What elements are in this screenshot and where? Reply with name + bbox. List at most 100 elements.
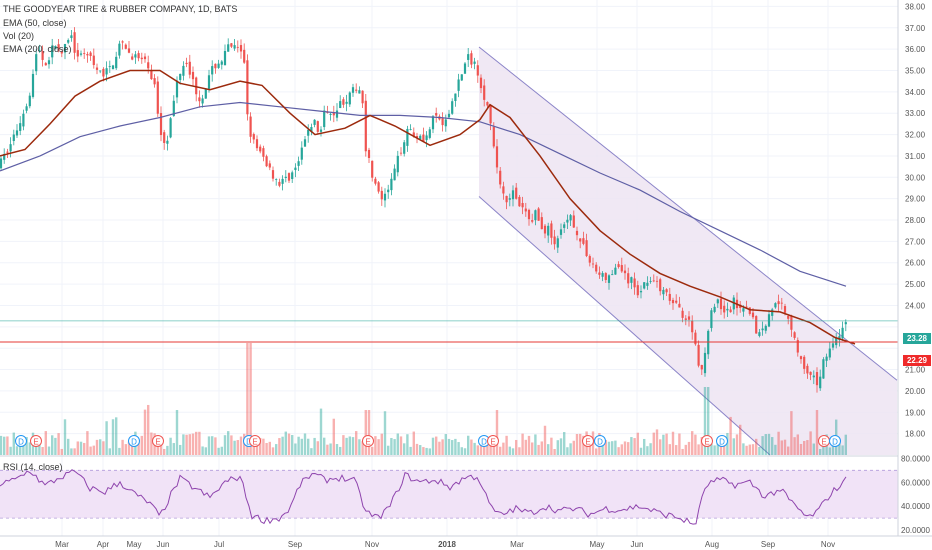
volume-bar xyxy=(73,448,76,455)
candle-body xyxy=(211,66,214,75)
volume-bar xyxy=(489,444,492,455)
volume-bar xyxy=(463,448,467,455)
candle-body xyxy=(758,332,761,336)
candle-body xyxy=(188,61,191,75)
candle-body xyxy=(342,99,345,105)
candle-body xyxy=(665,289,668,293)
chart-title: THE GOODYEAR TIRE & RUBBER COMPANY, 1D, … xyxy=(3,4,238,14)
candle-body xyxy=(515,187,518,199)
volume-bar xyxy=(223,435,227,455)
candle-body xyxy=(227,44,230,52)
volume-bar xyxy=(659,439,662,455)
candle-body xyxy=(31,73,35,97)
volume-bar xyxy=(796,434,799,455)
candle-body xyxy=(659,279,662,292)
legend-rsi[interactable]: RSI (14, close) xyxy=(3,462,63,472)
volume-bar xyxy=(771,437,774,455)
price-tick-label: 25.00 xyxy=(905,280,926,289)
candle-body xyxy=(313,119,316,125)
volume-bar xyxy=(102,441,105,455)
legend-ema50[interactable]: EMA (50, close) xyxy=(3,18,67,28)
volume-bar xyxy=(364,410,367,455)
volume-bar xyxy=(470,439,473,455)
volume-bar xyxy=(483,441,486,455)
rsi-tick-label: 60.0000 xyxy=(901,478,930,487)
candle-body xyxy=(262,148,265,157)
candle-body xyxy=(467,54,470,60)
volume-bar xyxy=(575,433,579,455)
candle-body xyxy=(518,196,521,207)
candle-body xyxy=(28,95,31,107)
candle-body xyxy=(601,273,604,277)
candle-body xyxy=(787,315,790,319)
candle-body xyxy=(156,81,159,114)
legend-ema200[interactable]: EMA (200, close) xyxy=(3,44,72,54)
candle-body xyxy=(630,277,633,283)
candle-body xyxy=(819,376,822,389)
time-tick-label: Mar xyxy=(510,540,524,549)
candle-body xyxy=(73,32,76,53)
volume-bar xyxy=(307,438,310,455)
volume-bar xyxy=(691,431,694,455)
price-tick-label: 27.00 xyxy=(905,237,926,246)
volume-bar xyxy=(355,431,358,455)
volume-bar xyxy=(707,387,710,455)
candle-body xyxy=(287,173,291,181)
volume-bar xyxy=(281,436,284,455)
candle-body xyxy=(607,275,611,283)
volume-bar xyxy=(41,447,44,455)
volume-bar xyxy=(531,442,534,455)
marker-label: D xyxy=(719,438,725,447)
legend-volume[interactable]: Vol (20) xyxy=(3,31,35,41)
volume-bar xyxy=(783,439,787,455)
volume-bar xyxy=(729,416,732,455)
candle-body xyxy=(476,65,479,76)
volume-bar xyxy=(435,436,438,455)
candle-body xyxy=(275,179,278,180)
candle-body xyxy=(115,56,118,69)
volume-bar xyxy=(143,409,147,455)
volume-bar xyxy=(441,439,444,455)
candle-body xyxy=(169,118,172,138)
volume-bar xyxy=(844,434,847,455)
price-tick-label: 29.00 xyxy=(905,195,926,204)
candle-body xyxy=(700,364,703,370)
volume-bar xyxy=(79,441,83,455)
candle-body xyxy=(89,52,92,57)
candle-body xyxy=(454,93,457,101)
candle-body xyxy=(92,55,95,66)
candle-body xyxy=(668,293,671,301)
volume-bar xyxy=(550,437,553,455)
candle-body xyxy=(67,40,70,43)
candle-body xyxy=(319,129,323,132)
volume-bar xyxy=(28,442,31,455)
volume-bar xyxy=(99,439,102,455)
volume-bar xyxy=(822,439,825,455)
time-tick-label: May xyxy=(126,540,141,549)
volume-bar xyxy=(595,448,598,455)
volume-bar xyxy=(335,444,339,455)
marker-label: E xyxy=(490,438,495,447)
volume-bar xyxy=(623,441,627,455)
volume-bar xyxy=(620,444,623,455)
candle-body xyxy=(265,156,268,167)
volume-bar xyxy=(607,441,611,455)
volume-bar xyxy=(799,443,803,455)
candle-body xyxy=(355,89,358,91)
candle-body xyxy=(521,203,524,208)
candle-body xyxy=(195,77,198,95)
volume-bar xyxy=(348,436,351,455)
time-tick-label: Sep xyxy=(288,540,303,549)
volume-bar xyxy=(131,444,134,455)
volume-bar xyxy=(505,435,508,455)
volume-bar xyxy=(627,442,630,455)
rsi-band xyxy=(0,470,898,519)
volume-bar xyxy=(524,439,527,455)
candle-body xyxy=(524,208,527,212)
price-tick-label: 24.00 xyxy=(905,301,926,310)
candle-body xyxy=(652,280,655,282)
volume-bar xyxy=(630,437,633,455)
candle-body xyxy=(748,307,751,314)
